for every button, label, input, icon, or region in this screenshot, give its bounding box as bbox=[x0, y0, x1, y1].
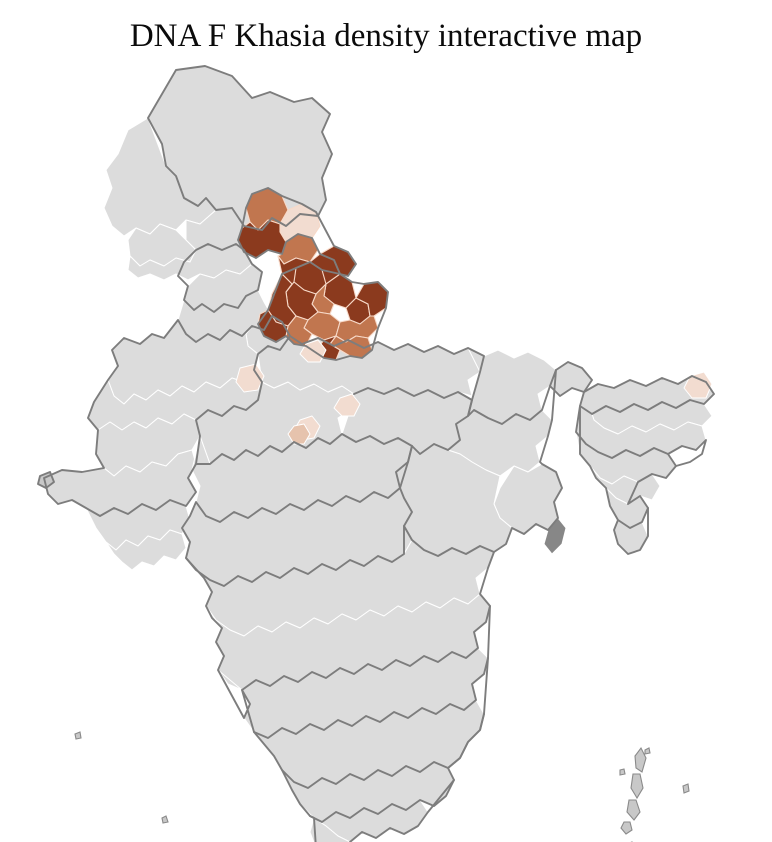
district-ajmer bbox=[333, 393, 361, 417]
district-bhopal bbox=[287, 423, 311, 445]
low-value-districts[interactable] bbox=[235, 339, 713, 445]
lakshadweep-islet-1 bbox=[161, 815, 169, 824]
andaman-nicobar-islands bbox=[619, 746, 690, 842]
district-lohit bbox=[683, 371, 713, 399]
base-districts bbox=[37, 65, 715, 842]
state-boundaries bbox=[37, 65, 715, 842]
page-title: DNA F Khasia density interactive map bbox=[129, 18, 643, 54]
lakshadweep-islet-2 bbox=[74, 731, 82, 740]
india-choropleth-map[interactable] bbox=[0, 58, 772, 842]
map-svg[interactable] bbox=[0, 58, 772, 842]
